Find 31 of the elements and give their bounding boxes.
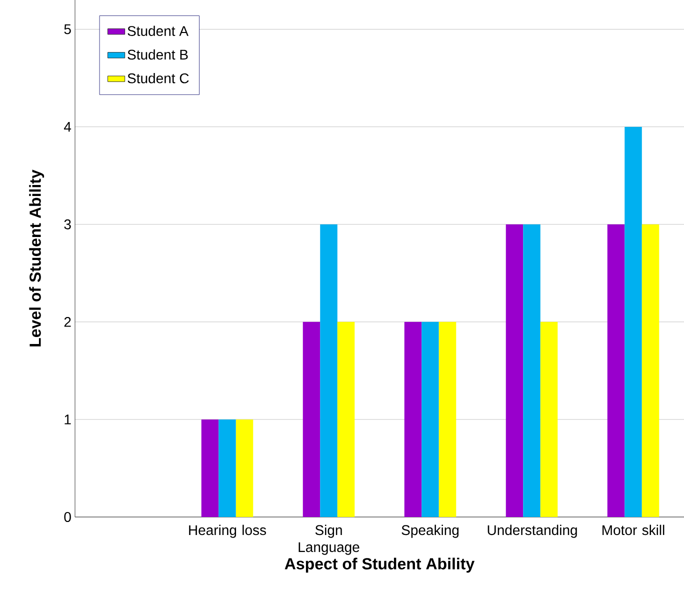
bar bbox=[236, 419, 254, 517]
bar bbox=[506, 224, 524, 517]
x-axis-title: Aspect of Student Ability bbox=[284, 558, 475, 573]
x-tick-label: Motor skill bbox=[602, 524, 664, 536]
legend-label: Student C bbox=[128, 72, 189, 84]
bar bbox=[438, 322, 456, 517]
bar bbox=[540, 322, 558, 517]
y-tick-label: 4 bbox=[64, 122, 72, 132]
bar bbox=[607, 224, 625, 517]
bar bbox=[218, 419, 236, 517]
bar bbox=[422, 322, 439, 517]
y-tick-label: 5 bbox=[64, 24, 71, 34]
x-tick-label: Sign Language bbox=[298, 524, 360, 555]
y-tick-label: 0 bbox=[64, 512, 71, 522]
y-tick-label: 3 bbox=[64, 219, 71, 230]
bar bbox=[337, 322, 355, 517]
y-tick-label: 1 bbox=[64, 414, 71, 424]
y-tick-label: 2 bbox=[64, 317, 71, 327]
bar bbox=[642, 224, 660, 517]
legend-label: Student B bbox=[128, 49, 188, 60]
x-tick-label: Hearing loss bbox=[189, 524, 266, 538]
bar bbox=[302, 322, 320, 517]
x-tick-label: Speaking bbox=[402, 524, 459, 538]
bar bbox=[320, 224, 338, 517]
y-axis-title: Level of Student Ability bbox=[29, 170, 44, 346]
bar bbox=[523, 224, 540, 517]
x-tick-label: Understanding bbox=[488, 524, 577, 538]
bar bbox=[404, 322, 422, 517]
legend-label: Student A bbox=[128, 26, 188, 36]
bar bbox=[624, 126, 642, 517]
bar bbox=[201, 419, 219, 517]
